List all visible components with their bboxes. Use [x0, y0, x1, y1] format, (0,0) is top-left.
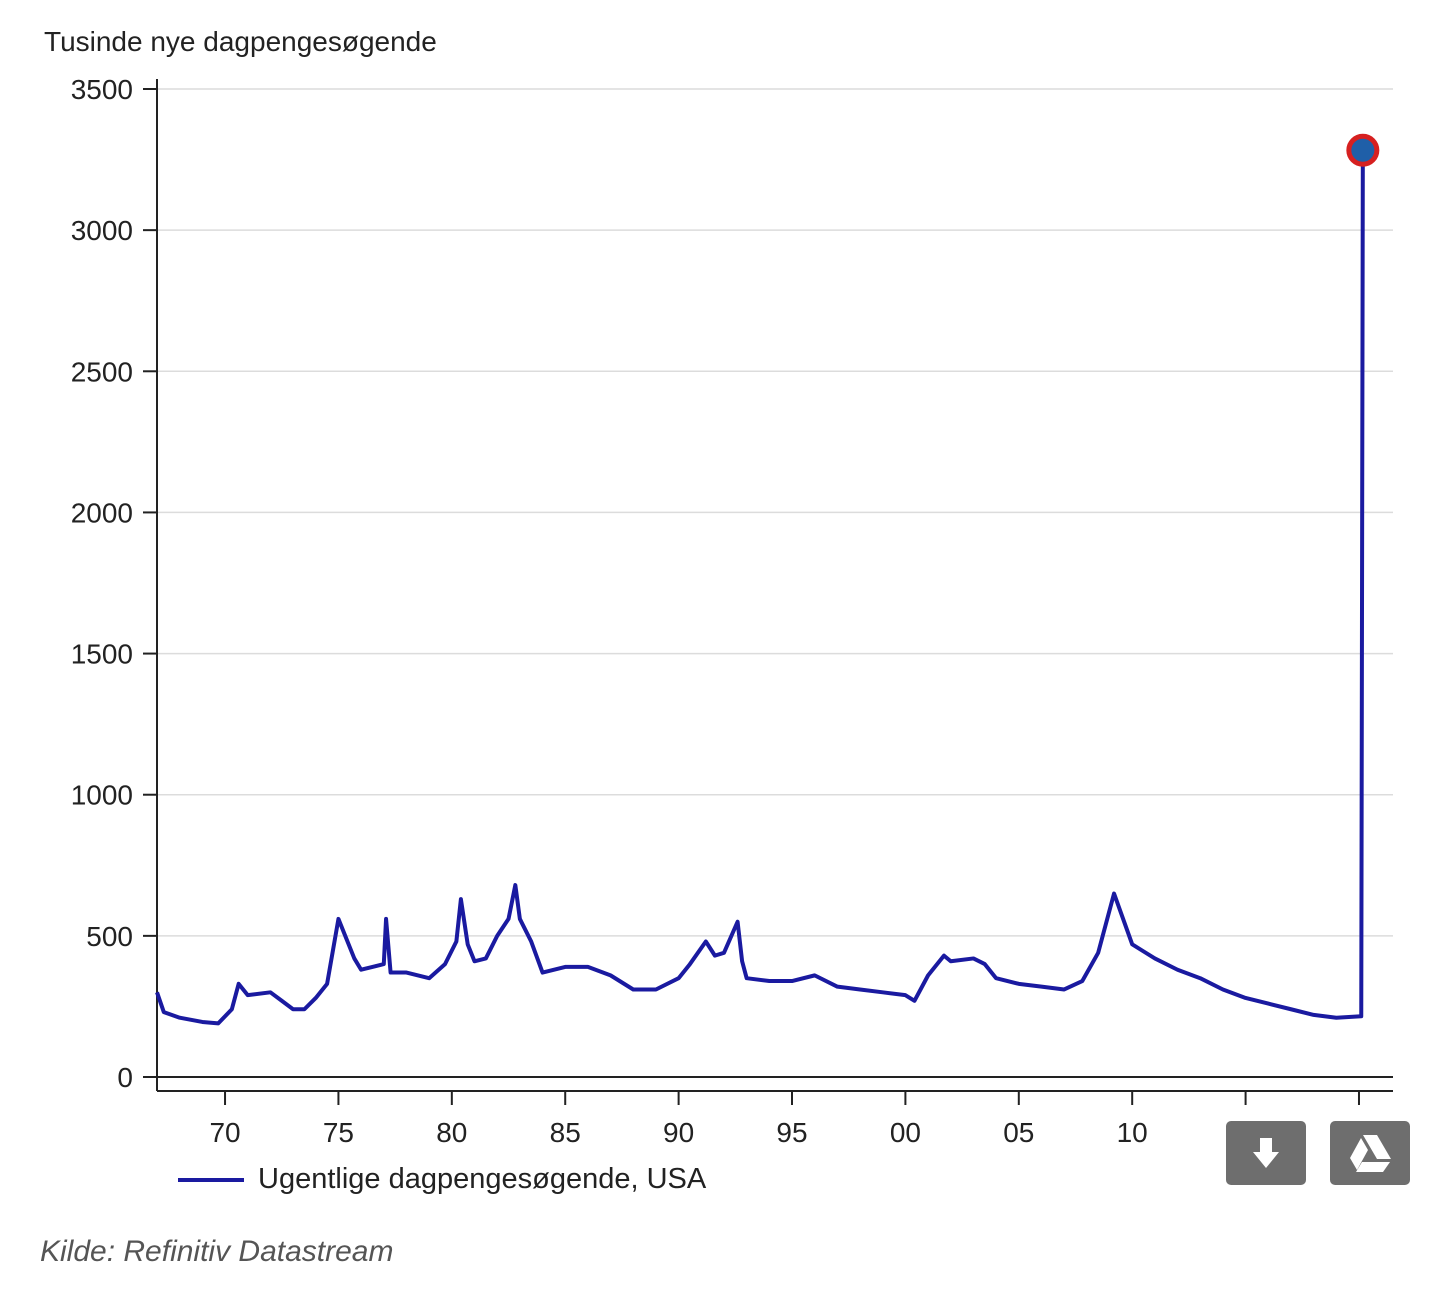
x-tick-label: 85 — [550, 1117, 581, 1148]
y-tick-label: 1000 — [71, 780, 133, 811]
download-button[interactable] — [1226, 1121, 1306, 1185]
y-tick-label: 2000 — [71, 497, 133, 528]
y-axis-title: Tusinde nye dagpengesøgende — [44, 26, 437, 57]
x-tick-label: 95 — [776, 1117, 807, 1148]
y-tick-label: 1500 — [71, 639, 133, 670]
x-tick-label: 10 — [1117, 1117, 1148, 1148]
legend-label: Ugentlige dagpengesøgende, USA — [258, 1163, 707, 1195]
y-tick-label: 500 — [86, 921, 133, 952]
y-tick-label: 0 — [117, 1062, 133, 1093]
download-icon — [1253, 1138, 1279, 1168]
x-tick-label: 75 — [323, 1117, 354, 1148]
google-drive-icon — [1350, 1135, 1391, 1172]
legend-swatch — [178, 1177, 244, 1182]
x-tick-label: 70 — [209, 1117, 240, 1148]
y-tick-label: 2500 — [71, 356, 133, 387]
highlight-point — [1346, 133, 1380, 167]
y-tick-label: 3500 — [71, 74, 133, 105]
x-tick-label: 05 — [1003, 1117, 1034, 1148]
series-line — [155, 150, 1365, 1026]
legend: Ugentlige dagpengesøgende, USA — [178, 1163, 706, 1196]
x-tick-label: 00 — [890, 1117, 921, 1148]
google-drive-button[interactable] — [1330, 1121, 1410, 1185]
y-tick-label: 3000 — [71, 215, 133, 246]
x-tick-label: 90 — [663, 1117, 694, 1148]
source-note: Kilde: Refinitiv Datastream — [40, 1235, 394, 1268]
x-tick-label: 80 — [436, 1117, 467, 1148]
